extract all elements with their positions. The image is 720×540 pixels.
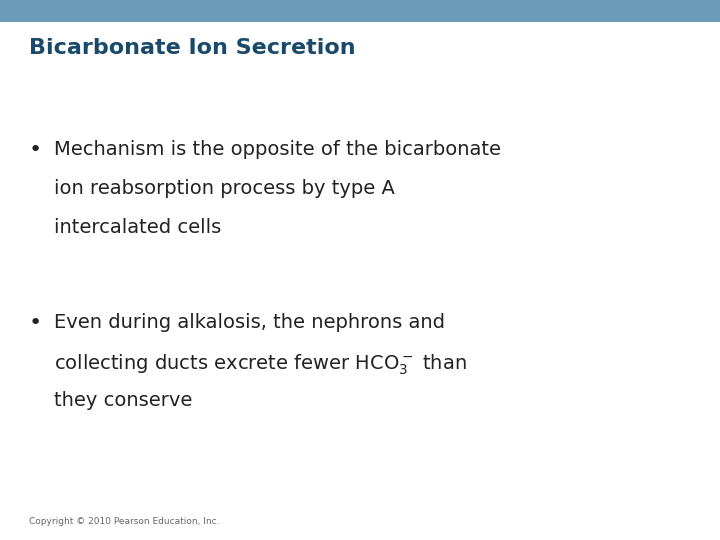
Text: they conserve: they conserve bbox=[54, 391, 192, 410]
Text: Bicarbonate Ion Secretion: Bicarbonate Ion Secretion bbox=[29, 38, 356, 58]
Text: collecting ducts excrete fewer $\mathregular{HCO_3^-}$ than: collecting ducts excrete fewer $\mathreg… bbox=[54, 352, 467, 376]
Text: Copyright © 2010 Pearson Education, Inc.: Copyright © 2010 Pearson Education, Inc. bbox=[29, 517, 220, 526]
Bar bbox=[0, 0, 720, 22]
Text: intercalated cells: intercalated cells bbox=[54, 218, 221, 237]
Text: •: • bbox=[29, 140, 42, 160]
Text: Even during alkalosis, the nephrons and: Even during alkalosis, the nephrons and bbox=[54, 313, 445, 332]
Text: •: • bbox=[29, 313, 42, 333]
Text: ion reabsorption process by type A: ion reabsorption process by type A bbox=[54, 179, 395, 198]
Text: Mechanism is the opposite of the bicarbonate: Mechanism is the opposite of the bicarbo… bbox=[54, 140, 501, 159]
